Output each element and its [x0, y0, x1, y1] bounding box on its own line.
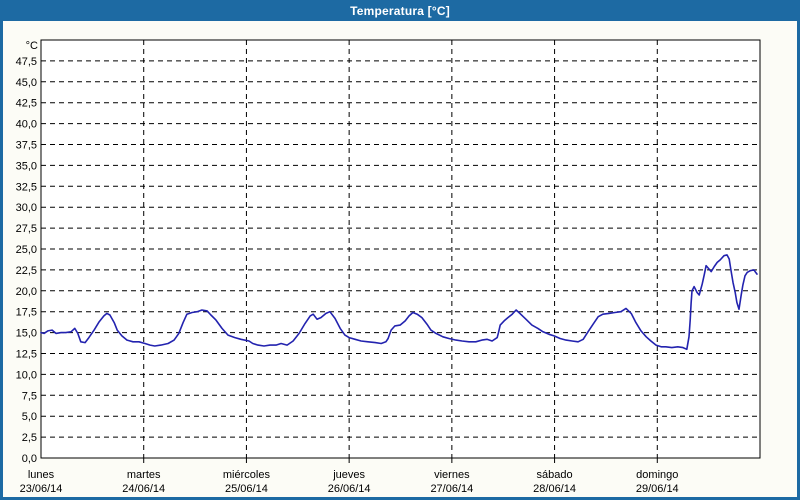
- temperature-series-line: [40, 254, 758, 351]
- y-axis-tick-label: 2,5: [22, 432, 37, 444]
- y-axis-tick-label: 5,0: [22, 411, 37, 423]
- y-axis-tick-label: 22,5: [16, 265, 37, 277]
- y-axis-tick-label: 20,0: [16, 286, 37, 298]
- x-axis-day-date: 23/06/14: [20, 483, 63, 495]
- x-axis-day-date: 27/06/14: [430, 483, 473, 495]
- x-axis-day-name: viernes: [434, 469, 470, 481]
- y-axis-tick-label: 7,5: [22, 390, 37, 402]
- y-axis-tick-label: 17,5: [16, 307, 37, 319]
- y-axis-tick-label: 32,5: [16, 181, 37, 193]
- x-axis-day-name: sábado: [537, 469, 573, 481]
- x-axis-day-date: 29/06/14: [636, 483, 679, 495]
- x-axis-day-date: 24/06/14: [122, 483, 165, 495]
- x-axis-day-date: 25/06/14: [225, 483, 268, 495]
- x-axis-day-date: 28/06/14: [533, 483, 576, 495]
- x-axis-day-name: lunes: [28, 469, 55, 481]
- y-axis-tick-label: 40,0: [16, 119, 37, 131]
- y-axis-tick-label: 45,0: [16, 77, 37, 89]
- x-axis-day-name: domingo: [636, 469, 678, 481]
- y-axis-tick-label: 15,0: [16, 328, 37, 340]
- x-axis-day-name: miércoles: [223, 469, 271, 481]
- chart-title: Temperatura [°C]: [350, 3, 450, 18]
- y-axis-tick-label: 30,0: [16, 202, 37, 214]
- y-axis-tick-label: 10,0: [16, 369, 37, 381]
- y-axis-tick-label: 27,5: [16, 223, 37, 235]
- window-titlebar: Temperatura [°C]: [0, 0, 800, 21]
- plot-area: [40, 39, 761, 459]
- y-axis-tick-label: 35,0: [16, 160, 37, 172]
- x-axis-day-date: 26/06/14: [328, 483, 371, 495]
- y-axis-tick-label: 25,0: [16, 244, 37, 256]
- y-axis-tick-label: 0,0: [22, 453, 37, 465]
- x-axis-day-name: martes: [127, 469, 161, 481]
- x-axis-day-name: jueves: [332, 469, 365, 481]
- y-axis-tick-label: 47,5: [16, 56, 37, 68]
- y-axis-tick-label: 42,5: [16, 98, 37, 110]
- y-axis-tick-label: 12,5: [16, 349, 37, 361]
- y-axis-unit-label: °C: [26, 40, 38, 52]
- y-axis-tick-label: 37,5: [16, 140, 37, 152]
